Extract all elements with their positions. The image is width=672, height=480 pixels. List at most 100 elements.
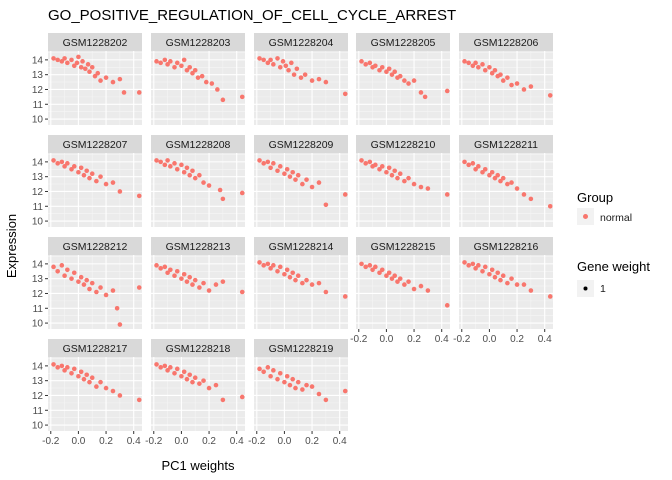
data-point [87, 175, 92, 181]
data-point [466, 60, 471, 66]
data-point [406, 81, 411, 86]
data-point [110, 288, 116, 293]
facet-strip-label: GSM1228215 [371, 241, 436, 253]
data-point [386, 165, 392, 171]
data-point [81, 172, 87, 178]
data-point [78, 274, 84, 280]
data-point [377, 67, 382, 73]
data-point [359, 59, 364, 64]
facet-strip-label: GSM1228214 [269, 241, 334, 253]
data-point [190, 70, 195, 76]
y-tick-label: 13 [32, 376, 44, 387]
data-point [367, 263, 373, 268]
y-tick-label: 13 [32, 70, 44, 81]
data-point [473, 266, 478, 271]
facet-strip [459, 135, 553, 153]
data-point [444, 192, 450, 197]
y-axis-label: Expression [4, 214, 19, 278]
data-point [402, 78, 407, 83]
data-point [158, 159, 163, 165]
data-point [84, 372, 90, 378]
data-point [500, 273, 506, 279]
data-point [304, 177, 309, 182]
legend-title-gene-weight: Gene weight [577, 259, 650, 274]
data-point [162, 57, 168, 63]
x-tick-label: 0.4 [333, 436, 347, 447]
data-point [342, 91, 348, 97]
data-point [165, 62, 170, 67]
data-point [397, 73, 403, 79]
data-point [179, 373, 184, 379]
data-point [289, 60, 294, 66]
data-point [444, 88, 450, 94]
data-point [342, 192, 348, 197]
data-point [300, 181, 305, 187]
data-point [495, 270, 501, 276]
data-point [500, 175, 506, 181]
facet-strip-label: GSM1228219 [269, 343, 334, 355]
data-point [287, 382, 293, 388]
data-point [505, 280, 510, 286]
data-point [190, 168, 195, 174]
data-point [184, 376, 190, 382]
data-point [395, 175, 400, 181]
data-point [174, 60, 180, 66]
facet-strip [151, 33, 245, 51]
data-point [363, 264, 368, 270]
data-point [397, 171, 403, 177]
facet-panel: GSM1228202 10 11 12 13 14 [32, 33, 142, 126]
data-point [411, 286, 417, 292]
data-point [71, 270, 77, 276]
data-point [80, 59, 85, 64]
data-point [179, 63, 184, 69]
data-point [69, 370, 74, 376]
y-tick-label: 13 [32, 172, 44, 183]
data-point [275, 168, 280, 174]
data-point [81, 376, 87, 382]
data-point [78, 165, 84, 171]
data-point [300, 280, 305, 286]
data-point [377, 270, 382, 276]
data-point [265, 159, 271, 165]
data-point [367, 159, 373, 165]
facet-panels: GSM1228202 10 11 12 13 14 GSM1228203 GSM1228204… [32, 33, 553, 447]
data-point [87, 379, 92, 385]
data-point [473, 166, 478, 172]
data-point [284, 267, 290, 273]
chart-title: GO_POSITIVE_REGULATION_OF_CELL_CYCLE_ARR… [48, 7, 456, 24]
facet-panel: GSM1228204 [254, 33, 348, 125]
x-tick-label: -0.2 [350, 334, 368, 345]
facet-strip [254, 237, 348, 255]
y-tick-label: 10 [32, 115, 44, 126]
x-tick-label: -0.2 [453, 334, 471, 345]
data-point [197, 285, 202, 290]
data-point [197, 381, 202, 386]
data-point [268, 266, 273, 271]
data-point [359, 261, 364, 267]
facet-strip-label: GSM1228217 [63, 343, 128, 355]
data-point [87, 286, 92, 292]
data-point [480, 169, 485, 175]
data-point [268, 57, 273, 63]
data-point [51, 56, 56, 61]
facet-strip [151, 237, 245, 255]
facet-strip [151, 339, 245, 357]
x-tick-label: 0.0 [174, 436, 188, 447]
data-point [547, 294, 553, 299]
data-point [528, 288, 534, 293]
data-point [76, 373, 81, 379]
data-point [384, 273, 389, 279]
data-point [293, 385, 298, 391]
data-point [290, 270, 296, 276]
data-point [174, 268, 180, 274]
data-point [287, 174, 293, 179]
data-point [392, 168, 398, 174]
data-point [261, 57, 266, 63]
data-point [487, 271, 492, 277]
facet-strip [356, 237, 450, 255]
facet-strip-label: GSM1228216 [474, 241, 539, 253]
data-point [521, 282, 527, 287]
data-point [379, 164, 385, 169]
y-tick-label: 14 [32, 361, 44, 372]
